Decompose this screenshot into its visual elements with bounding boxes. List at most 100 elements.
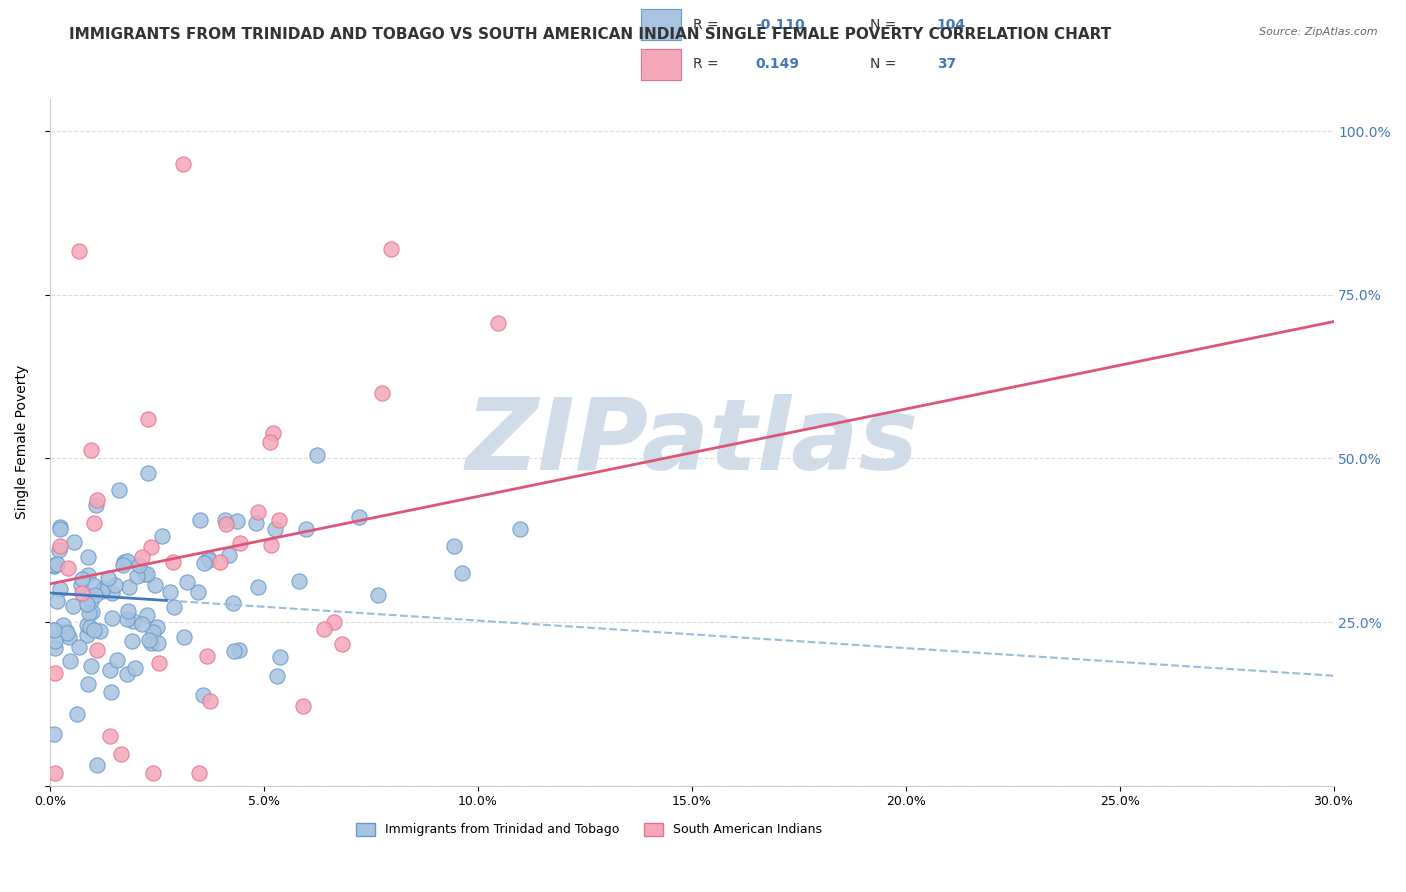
Point [138,632,160,647]
Point [131,549,153,564]
Point [193,557,215,571]
Point [44,665,66,680]
Point [162,555,184,569]
Point [380,242,402,256]
Point [105,653,128,667]
Point [86,757,108,772]
Point [49,522,72,536]
Point [44,640,66,655]
Text: 37: 37 [936,57,956,71]
Point [100,685,122,699]
Text: Source: ZipAtlas.com: Source: ZipAtlas.com [1260,27,1378,37]
Point [128,558,150,572]
Point [44,765,66,780]
Point [187,584,209,599]
Point [44,634,66,648]
Point [115,667,138,681]
Point [55,624,77,638]
Point [260,538,283,552]
Point [159,585,181,599]
Point [307,449,329,463]
Text: ZIPatlas: ZIPatlas [465,393,918,491]
Text: 0.149: 0.149 [755,57,800,71]
Point [226,514,249,528]
Point [347,509,370,524]
Point [143,578,166,592]
Point [122,614,145,628]
Y-axis label: Single Female Poverty: Single Female Poverty [15,365,30,519]
Point [142,765,165,780]
Point [150,529,173,543]
Point [262,425,284,440]
Point [97,571,120,585]
Point [200,694,222,708]
Point [42,623,65,637]
Point [77,550,100,565]
Point [148,656,170,670]
Point [222,643,245,657]
Point [118,580,141,594]
Point [124,661,146,675]
Point [142,624,165,639]
Point [111,558,134,572]
Point [80,442,103,457]
Point [46,557,69,571]
Point [136,607,159,622]
Point [146,635,169,649]
Point [80,605,103,619]
Point [77,568,100,582]
Point [69,640,91,654]
Point [125,569,148,583]
Point [115,612,138,626]
Text: R =: R = [693,18,723,32]
Point [76,597,98,611]
Point [49,539,72,553]
Point [77,606,100,620]
Point [486,317,509,331]
Point [215,516,238,531]
Point [134,567,156,582]
Point [162,599,184,614]
Point [59,653,82,667]
Point [509,522,531,536]
Point [83,516,105,530]
Point [266,669,288,683]
Point [218,549,240,563]
Point [264,522,287,536]
Point [115,554,138,568]
Point [69,578,91,592]
Point [42,558,65,572]
Point [295,522,318,536]
Point [76,628,98,642]
Point [141,636,163,650]
Point [86,493,108,508]
Point [330,637,353,651]
Point [77,677,100,691]
Point [259,435,281,450]
Point [107,483,129,497]
Point [141,540,163,554]
Point [245,516,267,531]
Point [451,566,474,580]
Point [136,412,159,426]
Text: 104: 104 [936,18,966,32]
Point [197,550,219,565]
Point [131,616,153,631]
Point [76,618,98,632]
Point [80,659,103,673]
Point [44,727,66,741]
Point [56,625,79,640]
Point [312,622,335,636]
Point [48,582,70,596]
Point [42,623,65,637]
Point [209,555,232,569]
Point [91,581,114,595]
Point [323,615,346,630]
Bar [641,49,681,80]
Point [117,604,139,618]
Point [112,555,135,569]
Point [49,519,72,533]
Point [110,747,132,762]
Point [58,631,80,645]
Point [443,539,465,553]
